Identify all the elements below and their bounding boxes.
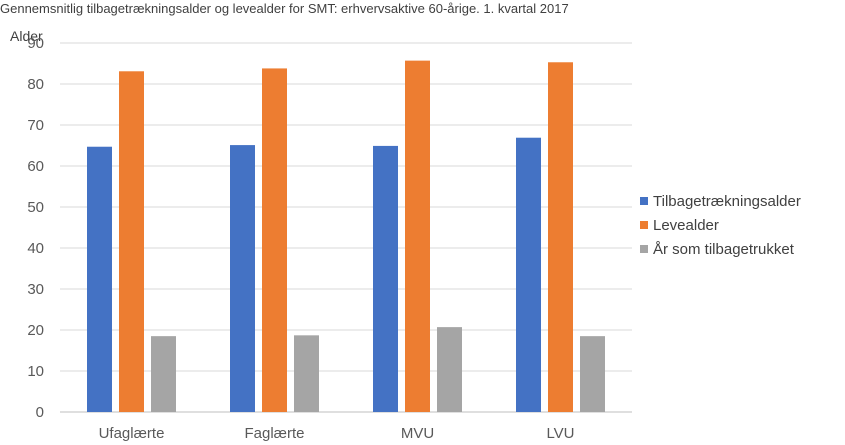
bar-2-3 (405, 60, 430, 412)
y-tick-label: 80 (27, 76, 44, 93)
y-tick-label: 10 (27, 363, 44, 380)
bar-1-4 (516, 137, 541, 412)
legend: Tilbagetrækningsalder Levealder År som til… (640, 189, 801, 261)
y-tick-label: 40 (27, 240, 44, 257)
bar-3-2 (294, 335, 319, 412)
bar-3-1 (151, 336, 176, 412)
y-tick-label: 60 (27, 158, 44, 175)
y-tick-label: 0 (36, 404, 44, 421)
legend-swatch (640, 245, 648, 253)
y-axis-ticks: 0 10 20 30 40 50 60 70 80 90 (27, 35, 44, 421)
x-axis-ticks: Ufaglærte Faglærte MVU LVU (99, 425, 575, 442)
y-tick-label: 50 (27, 199, 44, 216)
gridlines (60, 42, 632, 413)
x-tick-label: MVU (401, 425, 434, 442)
legend-label: Levealder (653, 216, 719, 234)
legend-label: År som tilbagetrukket (653, 240, 794, 258)
legend-item: Levealder (640, 213, 801, 237)
legend-swatch (640, 197, 648, 205)
x-tick-label: Faglærte (244, 425, 304, 442)
bar-1-2 (230, 145, 255, 412)
y-tick-label: 90 (27, 35, 44, 52)
legend-item: Tilbagetrækningsalder (640, 189, 801, 213)
bar-3-4 (580, 336, 605, 412)
x-tick-label: LVU (546, 425, 574, 442)
bar-3-3 (437, 327, 462, 412)
x-tick-label: Ufaglærte (99, 425, 165, 442)
bar-2-4 (548, 62, 573, 413)
bar-2-1 (119, 71, 144, 412)
bar-1-1 (87, 146, 112, 413)
legend-item: År som tilbagetrukket (640, 237, 801, 261)
y-tick-label: 70 (27, 117, 44, 134)
bar-1-3 (373, 145, 398, 412)
legend-swatch (640, 221, 648, 229)
bars (87, 60, 605, 413)
legend-label: Tilbagetrækningsalder (653, 192, 801, 210)
chart-title: Gennemsnitlig tilbagetrækningsalder og l… (0, 1, 569, 16)
y-tick-label: 30 (27, 281, 44, 298)
bar-2-2 (262, 68, 287, 413)
y-axis-label: Alder (10, 28, 43, 44)
y-tick-label: 20 (27, 322, 44, 339)
